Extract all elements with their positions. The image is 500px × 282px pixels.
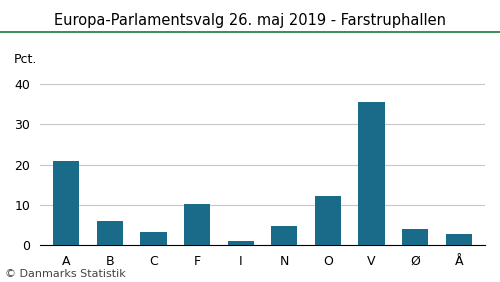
Bar	[315, 196, 341, 245]
Text: Pct.: Pct.	[14, 53, 36, 66]
Bar	[140, 232, 166, 245]
Text: Europa-Parlamentsvalg 26. maj 2019 - Farstruphallen: Europa-Parlamentsvalg 26. maj 2019 - Far…	[54, 13, 446, 28]
Bar	[271, 226, 297, 245]
Bar	[446, 234, 472, 245]
Bar	[358, 102, 384, 245]
Bar	[96, 221, 123, 245]
Bar	[53, 161, 80, 245]
Text: © Danmarks Statistik: © Danmarks Statistik	[5, 269, 126, 279]
Bar	[402, 229, 428, 245]
Bar	[228, 241, 254, 245]
Bar	[184, 204, 210, 245]
